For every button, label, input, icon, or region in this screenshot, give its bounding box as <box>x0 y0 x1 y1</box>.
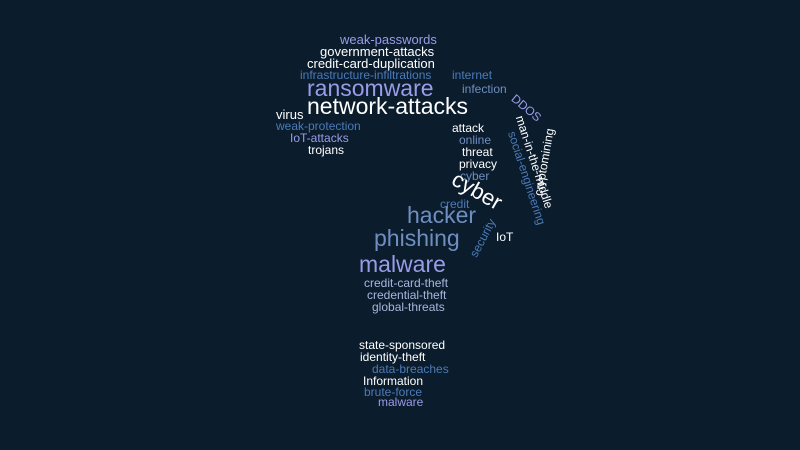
word-threat: threat <box>462 145 493 159</box>
word-weak-passwords: weak-passwords <box>340 32 437 47</box>
word-online: online <box>459 133 492 147</box>
word-trojans: trojans <box>308 143 345 157</box>
word-cyber-small: cyber <box>460 169 490 183</box>
word-ransomware: ransomware <box>307 75 434 101</box>
word-global-threats: global-threats <box>372 300 445 314</box>
word-iot: IoT <box>496 230 514 244</box>
word-state-sponsored: state-sponsored <box>359 338 446 352</box>
word-identity-theft: identity-theft <box>360 350 426 364</box>
word-data-breaches: data-breaches <box>372 362 449 376</box>
word-malware-small: malware <box>378 395 424 409</box>
word-internet: internet <box>452 68 493 82</box>
word-hacker: hacker <box>407 202 477 228</box>
word-iot-attacks: IoT-attacks <box>290 131 349 145</box>
word-credit-card-theft: credit-card-theft <box>364 276 449 290</box>
word-infection: infection <box>462 82 507 96</box>
word-attack: attack <box>452 121 485 135</box>
word-privacy: privacy <box>459 157 498 171</box>
word-credit: credit <box>440 197 470 211</box>
word-credential-theft: credential-theft <box>367 288 447 302</box>
word-network-attacks: network-attacks <box>307 93 469 119</box>
word-virus: virus <box>276 107 304 122</box>
word-brute-force: brute-force <box>364 385 423 399</box>
word-weak-protection: weak-protection <box>276 119 361 133</box>
word-phishing: phishing <box>374 225 460 251</box>
word-malware-large: malware <box>359 251 446 277</box>
word-infrastructure-infiltrations: infrastructure-infiltrations <box>300 68 432 82</box>
word-government-attacks: government-attacks <box>320 44 435 59</box>
word-cryptomining: cryptomining <box>531 127 557 197</box>
word-information: Information <box>363 374 424 388</box>
word-credit-card-duplication: credit-card-duplication <box>307 56 435 71</box>
